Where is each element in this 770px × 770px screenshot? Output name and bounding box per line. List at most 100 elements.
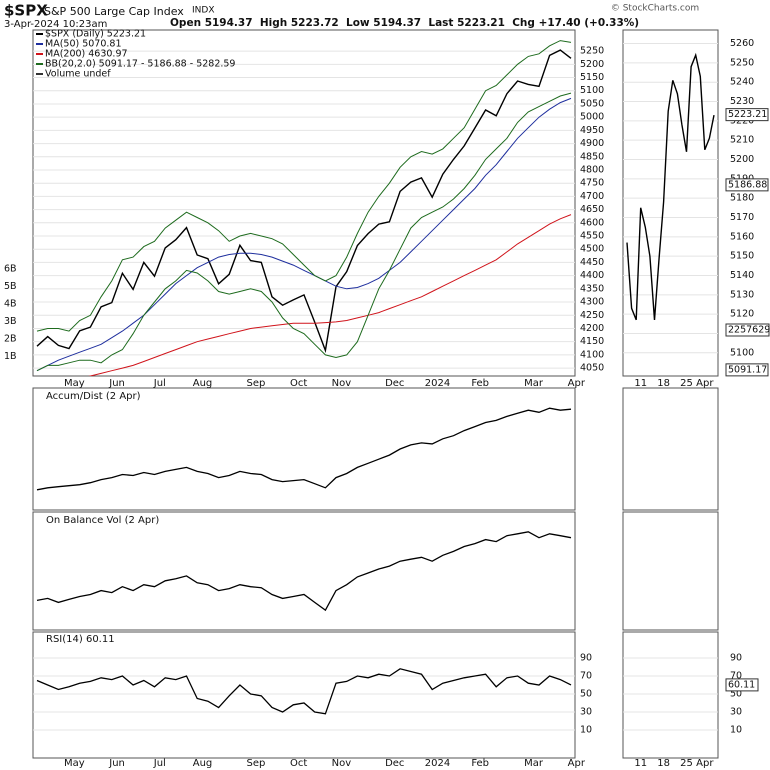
legend-swatch: [36, 73, 43, 75]
price-tag: [725, 178, 769, 192]
y-tick-label: 50: [730, 689, 742, 700]
obv-panel: [32, 511, 576, 631]
x-tick-label: 18: [657, 378, 670, 389]
x-tick-label: 18: [657, 758, 670, 769]
series-line: [36, 92, 572, 372]
x-tick-label: Feb: [471, 378, 489, 389]
y-tick-label: 5120: [730, 309, 754, 320]
legend-entry: BB(20,2.0) 5091.17 - 5186.88 - 5282.59: [45, 59, 235, 70]
y-tick-label: 5000: [580, 112, 604, 123]
x-tick-label: 25: [680, 378, 693, 389]
price-panel: [32, 29, 576, 377]
legend-entry: Volume undef: [45, 69, 111, 80]
y-tick-label: 5200: [580, 59, 604, 70]
series-line: [36, 97, 572, 372]
y-tick-label: 5160: [730, 231, 754, 242]
series-line: [36, 531, 572, 612]
y-tick-label: 70: [730, 671, 742, 682]
y-tick-label: 5180: [730, 193, 754, 204]
y-tick-label: 4300: [580, 297, 604, 308]
x-tick-label: Nov: [332, 378, 352, 389]
y-tick-label: 10: [580, 725, 592, 736]
series-line: [36, 40, 572, 332]
price-tag-label: 5223.21: [728, 109, 767, 120]
volume-axis-label: 6B: [4, 264, 17, 275]
legend-entry: MA(50) 5070.81: [45, 39, 122, 50]
x-tick-label: Aug: [193, 758, 213, 769]
x-tick-label: 11: [634, 758, 647, 769]
x-tick-label: Jul: [153, 378, 166, 389]
rsi-zoom-panel: [622, 631, 719, 759]
y-tick-label: 4150: [580, 336, 604, 347]
zoom-panel: [622, 29, 719, 377]
x-tick-label: Jun: [108, 758, 125, 769]
rsi-panel: [32, 631, 576, 759]
price-tag: [725, 108, 769, 122]
y-tick-label: 5250: [730, 57, 754, 68]
x-tick-label: 11: [634, 378, 647, 389]
y-tick-label: 4900: [580, 138, 604, 149]
volume-axis-label: 2B: [4, 334, 17, 345]
x-tick-label: Sep: [246, 758, 265, 769]
legend-swatch: [36, 33, 43, 35]
y-tick-label: 4050: [580, 363, 604, 374]
y-tick-label: 90: [730, 653, 742, 664]
y-tick-label: 5100: [730, 347, 754, 358]
x-tick-label: Oct: [290, 758, 307, 769]
ad-panel: [32, 387, 576, 511]
y-tick-label: 90: [580, 653, 592, 664]
price-tag-label: 5091.17: [728, 364, 767, 375]
x-tick-label: 25: [680, 758, 693, 769]
ad-zoom-panel: [622, 387, 719, 511]
y-tick-label: 4650: [580, 204, 604, 215]
x-tick-label: May: [64, 378, 85, 389]
index-name: S&P 500 Large Cap Index: [44, 5, 184, 18]
y-tick-label: 4350: [580, 283, 604, 294]
y-tick-label: 5150: [730, 251, 754, 262]
x-tick-label: Dec: [385, 758, 404, 769]
y-tick-label: 4250: [580, 310, 604, 321]
symbol: $SPX: [4, 2, 48, 20]
y-tick-label: 4850: [580, 151, 604, 162]
x-tick-label: Jul: [153, 758, 166, 769]
y-tick-label: 4500: [580, 244, 604, 255]
y-tick-label: 5210: [730, 135, 754, 146]
y-tick-label: 5130: [730, 289, 754, 300]
y-tick-label: 5240: [730, 77, 754, 88]
x-tick-label: May: [64, 758, 85, 769]
volume-tag: [725, 323, 770, 337]
obv-zoom-panel: [622, 511, 719, 631]
volume-axis-label: 3B: [4, 316, 17, 327]
y-tick-label: 30: [730, 707, 742, 718]
x-tick-label: Apr: [696, 378, 714, 389]
x-tick-label: Jun: [108, 378, 125, 389]
y-tick-label: 5100: [580, 85, 604, 96]
panel-title: Accum/Dist (2 Apr): [46, 391, 141, 402]
x-tick-label: Apr: [568, 758, 586, 769]
x-tick-label: Apr: [696, 758, 714, 769]
y-tick-label: 4700: [580, 191, 604, 202]
value-tag-label: 60.11: [728, 679, 755, 690]
panel-title: On Balance Vol (2 Apr): [46, 515, 159, 526]
x-tick-label: Mar: [524, 758, 544, 769]
series-line: [88, 214, 572, 376]
quote: Open 5194.37 High 5223.72 Low 5194.37 La…: [170, 17, 639, 29]
volume-axis-label: 5B: [4, 281, 17, 292]
y-tick-label: 5050: [580, 98, 604, 109]
y-tick-label: 4550: [580, 231, 604, 242]
volume-axis-label: 4B: [4, 299, 17, 310]
x-tick-label: Mar: [524, 378, 544, 389]
x-tick-label: Sep: [246, 378, 265, 389]
legend-swatch: [36, 53, 43, 55]
series-line: [36, 668, 572, 715]
x-tick-label: Dec: [385, 378, 404, 389]
y-tick-label: 4950: [580, 125, 604, 136]
volume-axis-label: 1B: [4, 351, 17, 362]
legend-entry: MA(200) 4630.97: [45, 49, 128, 60]
y-tick-label: 4400: [580, 270, 604, 281]
price-tag: [725, 363, 769, 377]
y-tick-label: 5140: [730, 270, 754, 281]
value-tag: [725, 678, 759, 692]
y-tick-label: 4200: [580, 323, 604, 334]
